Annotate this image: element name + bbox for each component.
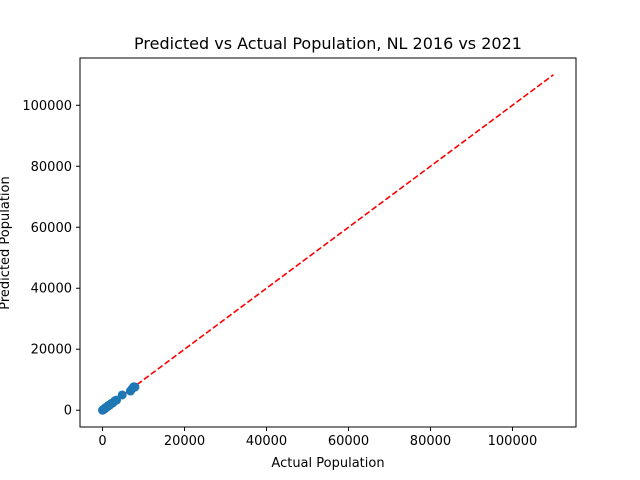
y-tick-label: 60000 <box>31 221 72 236</box>
scatter-points <box>98 382 140 415</box>
x-tick-label: 0 <box>98 434 106 449</box>
x-axis-label: Actual Population <box>271 456 384 471</box>
reference-line <box>102 74 554 411</box>
plot-frame <box>79 57 577 428</box>
y-axis-label: Predicted Population <box>0 176 13 309</box>
y-tick-label: 100000 <box>22 99 72 114</box>
chart-title: Predicted vs Actual Population, NL 2016 … <box>134 34 522 53</box>
y-tick-label: 40000 <box>31 282 72 297</box>
x-tick-label: 60000 <box>328 434 369 449</box>
x-tick-label: 20000 <box>164 434 205 449</box>
y-tick-label: 20000 <box>31 343 72 358</box>
y-tick-label: 0 <box>64 404 72 419</box>
y-axis-ticks: 0 20000 40000 60000 80000 100000 <box>22 99 80 419</box>
scatter-point <box>111 395 121 405</box>
x-tick-label: 80000 <box>410 434 451 449</box>
x-tick-label: 100000 <box>488 434 538 449</box>
x-tick-label: 40000 <box>246 434 287 449</box>
scatter-point <box>117 390 127 400</box>
x-axis-ticks: 0 20000 40000 60000 80000 100000 <box>98 427 537 449</box>
y-tick-label: 80000 <box>31 160 72 175</box>
scatter-point <box>130 382 140 392</box>
